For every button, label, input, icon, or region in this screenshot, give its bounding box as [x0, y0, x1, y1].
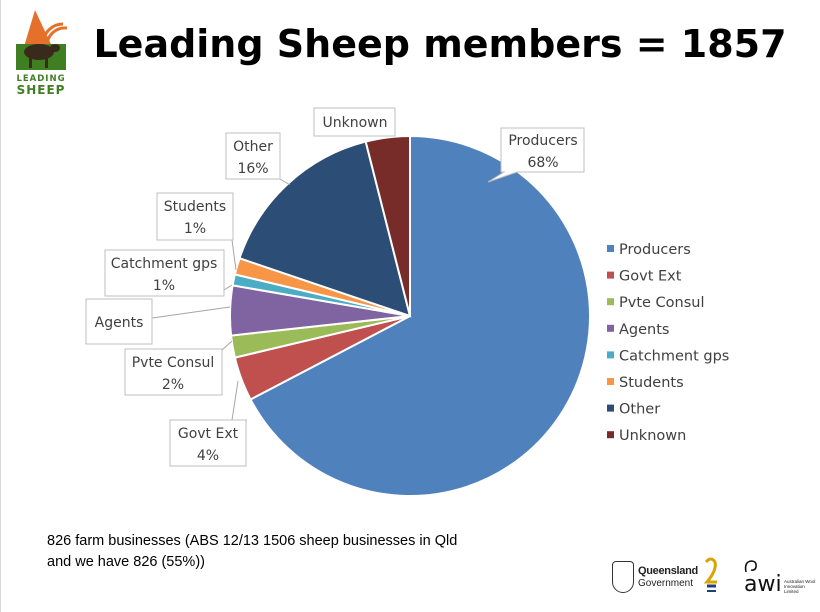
callout-catchment-gps: Catchment gps 1% [104, 249, 233, 297]
callout-label-students: Students [164, 199, 226, 215]
legend-swatch-agents [607, 324, 614, 332]
slide-left-border [0, 0, 1, 612]
callout-label-catchment-gps: Catchment gps [111, 256, 218, 272]
legend-swatch-catchment-gps [607, 351, 614, 359]
footnote-line-1: 826 farm businesses (ABS 12/13 1506 shee… [47, 533, 458, 549]
legend-label-agents: Agents [619, 322, 669, 338]
leading-sheep-logo: LEADING SHEEP [13, 8, 69, 97]
legend-label-catchment-gps: Catchment gps [619, 348, 729, 364]
data-callouts: Producers 68% Govt Ext 4% Pvte Consul 2%… [85, 107, 585, 467]
callout-value-catchment-gps: 1% [153, 278, 175, 294]
legend-swatch-students [607, 378, 614, 385]
callout-label-other: Other [233, 139, 273, 155]
ribbon-icon [703, 557, 717, 592]
legend-swatch-producers [607, 245, 614, 252]
awi-swirl-icon [744, 560, 757, 573]
crest-icon [612, 561, 634, 593]
logo-text-leading: LEADING [16, 74, 66, 84]
logo-text-sheep: SHEEP [16, 83, 66, 97]
legend-swatch-pvte-consul [607, 298, 614, 306]
callout-other: Other 16% [225, 132, 291, 186]
callout-value-producers: 68% [527, 155, 558, 171]
callout-agents: Agents [85, 298, 231, 345]
awi-tagline-line-1: Australian Wool [784, 579, 816, 584]
callout-producers: Producers 68% [487, 127, 585, 183]
footnote: 826 farm businesses (ABS 12/13 1506 shee… [47, 531, 567, 573]
legend-label-pvte-consul: Pvte Consul [619, 295, 705, 311]
legend-label-producers: Producers [619, 242, 691, 258]
callout-label-agents: Agents [95, 315, 144, 331]
logo-graphic [16, 10, 68, 70]
awi-mark: awi [744, 572, 782, 597]
queensland-government-logo: Queensland Government [610, 557, 698, 599]
callout-label-producers: Producers [508, 133, 577, 149]
legend-label-govt-ext: Govt Ext [619, 269, 682, 285]
qld-logo-line-1: Queensland [638, 565, 698, 577]
legend-swatch-other [607, 404, 614, 412]
legend-swatch-govt-ext [607, 271, 614, 279]
awi-logo: awi Australian Wool Innovation Limited [742, 558, 820, 598]
callout-value-other: 16% [237, 161, 268, 177]
pie-slices [229, 134, 591, 497]
legend-label-unknown: Unknown [619, 428, 686, 444]
callout-value-students: 1% [184, 221, 206, 237]
callout-value-govt-ext: 4% [197, 448, 219, 464]
pie-slice-unknown [364, 134, 411, 317]
qld-logo-line-2: Government [638, 578, 694, 589]
awi-tagline: Australian Wool Innovation Limited [784, 579, 820, 594]
callout-label-govt-ext: Govt Ext [178, 426, 239, 442]
callout-value-pvte-consul: 2% [162, 377, 184, 393]
legend-swatch-unknown [607, 431, 614, 439]
callout-pvte-consul: Pvte Consul 2% [124, 340, 233, 396]
legend-label-students: Students [619, 375, 684, 391]
callout-label-unknown: Unknown [323, 115, 388, 131]
chart-legend: Producers Govt Ext Pvte Consul Agents Catchm… [607, 242, 729, 444]
page-title: Leading Sheep members = 1857 [93, 22, 787, 66]
callout-students: Students 1% [156, 192, 237, 271]
awi-tagline-line-2: Innovation Limited [784, 584, 805, 594]
callout-govt-ext: Govt Ext 4% [169, 380, 247, 467]
legend-label-other: Other [619, 402, 660, 418]
ribbon-logo [703, 556, 719, 596]
footnote-line-2: and we have 826 (55%)) [47, 554, 205, 570]
callout-label-pvte-consul: Pvte Consul [132, 355, 215, 371]
callout-unknown: Unknown [313, 107, 396, 137]
